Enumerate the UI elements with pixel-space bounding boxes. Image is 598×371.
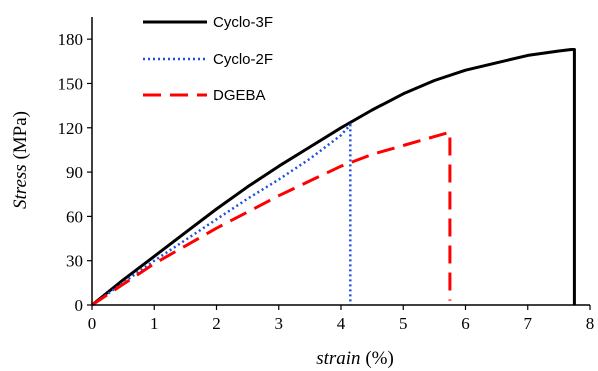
y-tick-label: 180: [58, 30, 84, 49]
series-line-dgeba: [91, 130, 452, 307]
x-tick-label: 0: [88, 314, 97, 333]
series-line-cyclo-3f: [91, 48, 576, 307]
y-axis-title-italic: Stress: [10, 164, 31, 209]
series-layer: [91, 48, 576, 307]
x-tick-label: 5: [399, 314, 408, 333]
x-axis-title-unit: (%): [361, 348, 394, 369]
x-tick-label: 1: [150, 314, 159, 333]
y-tick-label: 150: [58, 74, 84, 93]
y-tick-label: 90: [66, 163, 83, 182]
x-axis-title-italic: strain: [316, 348, 360, 369]
x-tick-label: 7: [524, 314, 533, 333]
ticks-layer: 0 1 2 3 4 5 6 7 8 0 30 60 90 120 150 180: [58, 30, 595, 333]
y-axis-title: Stress (MPa): [10, 111, 31, 209]
legend-label-dgeba: DGEBA: [213, 87, 266, 104]
x-axis-title: strain (%): [316, 348, 394, 369]
x-tick-label: 8: [586, 314, 595, 333]
legend-label-cyclo-2f: Cyclo-2F: [213, 51, 273, 68]
legend: Cyclo-3F Cyclo-2F DGEBA: [143, 14, 273, 104]
y-tick-label: 0: [75, 296, 84, 315]
x-tick-label: 3: [275, 314, 284, 333]
y-tick-label: 30: [66, 252, 83, 271]
legend-label-cyclo-3f: Cyclo-3F: [213, 14, 273, 31]
x-tick-label: 6: [461, 314, 470, 333]
series-line-cyclo-2f: [91, 123, 352, 307]
y-axis-title-unit: (MPa): [10, 111, 31, 164]
axes-layer: [91, 17, 590, 306]
x-tick-label: 4: [337, 314, 346, 333]
x-tick-label: 2: [212, 314, 221, 333]
y-tick-label: 120: [58, 119, 84, 138]
y-tick-label: 60: [66, 207, 83, 226]
